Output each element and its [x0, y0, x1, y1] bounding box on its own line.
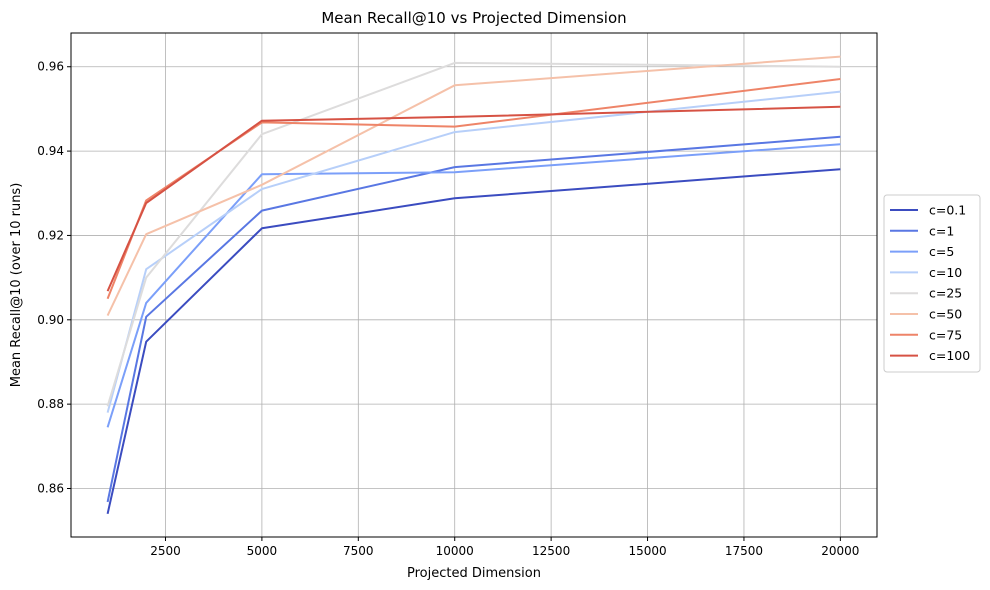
- legend-label: c=50: [929, 307, 962, 322]
- x-axis-label: Projected Dimension: [407, 566, 541, 581]
- y-tick-label: 0.90: [37, 313, 64, 327]
- legend-box: [883, 194, 981, 373]
- x-tick-label: 10000: [436, 544, 474, 558]
- y-tick-label: 0.94: [37, 144, 64, 158]
- legend-label: c=25: [929, 286, 962, 301]
- x-tick-label: 7500: [343, 544, 374, 558]
- x-tick-label: 2500: [150, 544, 181, 558]
- chart-title: Mean Recall@10 vs Projected Dimension: [321, 9, 626, 27]
- y-tick-label: 0.88: [37, 397, 64, 411]
- series-line-c-10: [106, 90, 841, 413]
- x-tick-label: 5000: [247, 544, 278, 558]
- legend-label: c=0.1: [929, 203, 966, 218]
- series-lines: [106, 55, 841, 515]
- y-tick-label: 0.86: [37, 481, 64, 495]
- legend-label: c=10: [929, 265, 962, 280]
- legend: c=0.1 c=1 c=5 c=10 c=25 c=50 c=75 c=100: [883, 194, 981, 373]
- legend-label: c=100: [929, 348, 970, 363]
- legend-label: c=1: [929, 223, 954, 238]
- x-tick-label: 12500: [532, 544, 570, 558]
- y-axis-ticks: 0.86 0.88 0.90 0.92 0.94 0.96: [37, 60, 71, 495]
- series-line-c-5: [106, 143, 841, 428]
- x-tick-label: 20000: [821, 544, 859, 558]
- y-axis-label: Mean Recall@10 (over 10 runs): [9, 183, 24, 388]
- x-tick-label: 17500: [725, 544, 763, 558]
- series-line-c-100: [106, 105, 841, 292]
- legend-label: c=5: [929, 244, 954, 259]
- series-line-c-50: [106, 55, 841, 317]
- series-line-c-1: [106, 135, 841, 503]
- plot-frame: [70, 32, 878, 538]
- x-tick-label: 15000: [628, 544, 666, 558]
- y-tick-label: 0.92: [37, 228, 64, 242]
- series-line-c-25: [106, 61, 841, 407]
- legend-label: c=75: [929, 327, 962, 342]
- y-tick-label: 0.96: [37, 60, 64, 74]
- x-axis-ticks: 2500 5000 7500 10000 12500 15000 17500 20000: [150, 537, 859, 558]
- series-line-c-0-1: [106, 168, 841, 515]
